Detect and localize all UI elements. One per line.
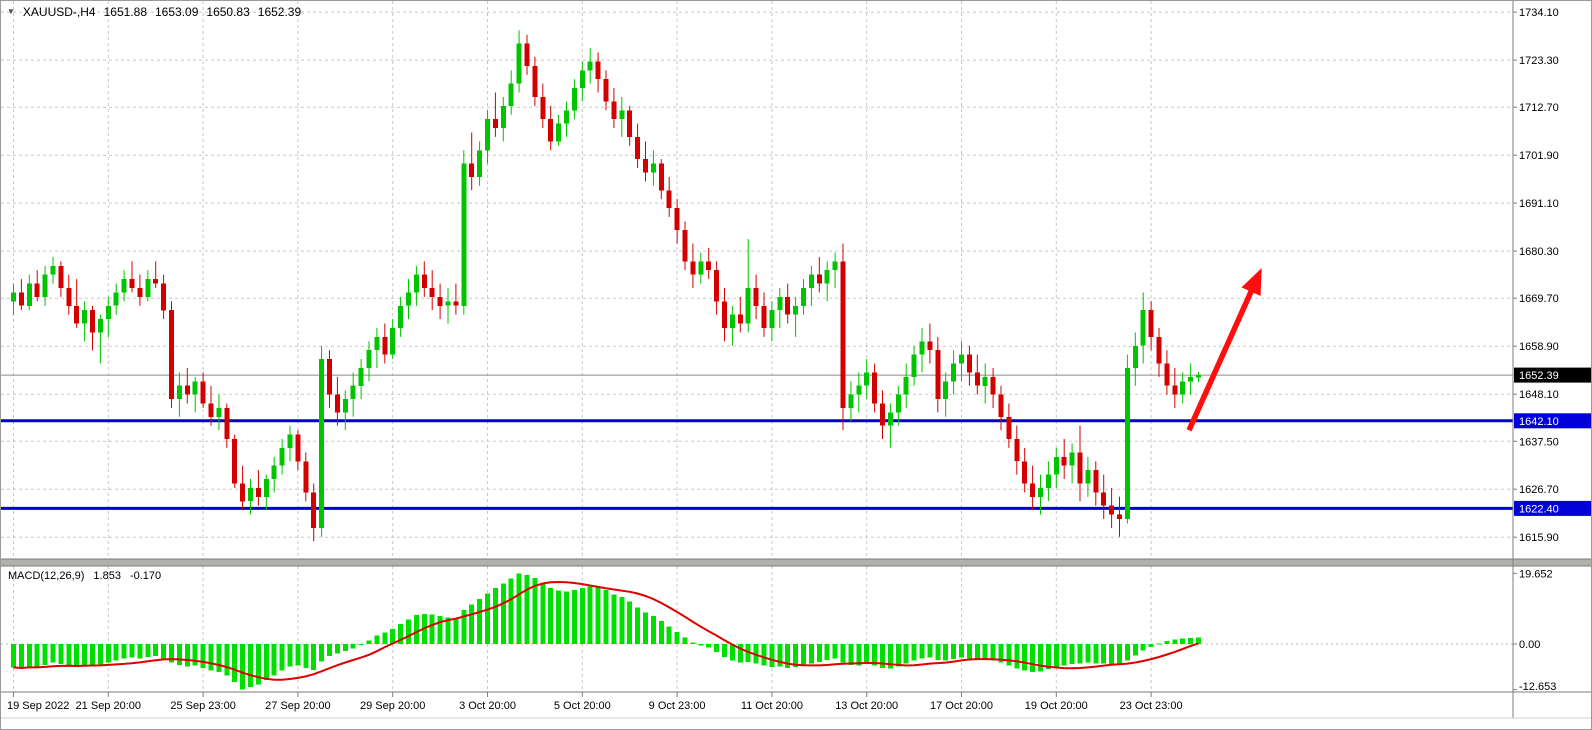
time-axis-label: 5 Oct 20:00 xyxy=(554,700,611,712)
price-axis-label: 1712.70 xyxy=(1519,102,1559,114)
macd-axis[interactable]: 19.652 0.00 -12.653 xyxy=(1513,568,1556,693)
time-axis[interactable]: 19 Sep 2022 21 Sep 20:00 25 Sep 23:00 27 Se… xyxy=(1,691,1592,719)
svg-text:1652.39: 1652.39 xyxy=(1519,370,1559,382)
macd-axis-label: 0.00 xyxy=(1519,639,1540,651)
time-axis-label: 19 Sep 2022 xyxy=(7,700,69,712)
macd-name: MACD(12,26,9) xyxy=(8,570,85,582)
price-axis-label: 1615.90 xyxy=(1519,532,1559,544)
price-axis[interactable]: 1734.10 1723.30 1712.70 1701.90 1691.10 1680.… xyxy=(1512,1,1559,718)
time-axis-label: 3 Oct 20:00 xyxy=(459,700,516,712)
svg-text:1622.40: 1622.40 xyxy=(1519,503,1559,515)
level-badge-1 xyxy=(1514,413,1591,429)
macd-indicator-label: MACD(12,26,9) 1.853 -0.170 xyxy=(8,570,161,582)
price-axis-label: 1701.90 xyxy=(1519,150,1559,162)
time-axis-label: 25 Sep 23:00 xyxy=(170,700,235,712)
time-axis-label: 23 Oct 23:00 xyxy=(1120,700,1183,712)
ohlc-open-value: 1651.88 xyxy=(103,5,147,19)
time-axis-label: 19 Oct 20:00 xyxy=(1025,700,1088,712)
price-axis-label: 1648.10 xyxy=(1519,389,1559,401)
time-axis-label: 9 Oct 23:00 xyxy=(649,700,706,712)
ohlc-high-value: 1653.09 xyxy=(155,5,199,19)
price-axis-label: 1626.70 xyxy=(1519,484,1559,496)
time-axis-label: 27 Sep 20:00 xyxy=(265,700,330,712)
trend-arrow-annotation[interactable] xyxy=(1186,268,1262,432)
time-axis-label: 17 Oct 20:00 xyxy=(930,700,993,712)
symbol-timeframe-label: XAUUSD-,H4 xyxy=(22,5,96,19)
chart-title: ▼ XAUUSD-,H4 1651.88 1653.09 1650.83 165… xyxy=(7,5,301,19)
price-axis-label: 1691.10 xyxy=(1519,198,1559,210)
macd-main-value: 1.853 xyxy=(93,570,121,582)
axis-badges: 1642.10 1622.40 1652.39 xyxy=(1514,367,1591,516)
ohlc-low-value: 1650.83 xyxy=(206,5,250,19)
macd-axis-label: 19.652 xyxy=(1519,568,1553,580)
level-badge-2 xyxy=(1514,500,1591,516)
time-axis-label: 13 Oct 20:00 xyxy=(835,700,898,712)
ohlc-close-value: 1652.39 xyxy=(257,5,302,19)
symbol-marker-icon: ▼ xyxy=(7,7,15,16)
price-axis-label: 1637.50 xyxy=(1519,436,1559,448)
price-axis-label: 1658.90 xyxy=(1519,341,1559,353)
price-axis-label: 1680.30 xyxy=(1519,246,1559,258)
macd-signal-value: -0.170 xyxy=(129,570,162,582)
price-axis-label: 1669.70 xyxy=(1519,293,1559,305)
price-axis-label: 1723.30 xyxy=(1519,55,1559,67)
current-price-badge xyxy=(1514,367,1591,383)
svg-text:1642.10: 1642.10 xyxy=(1519,416,1559,428)
macd-axis-label: -12.653 xyxy=(1519,681,1556,693)
macd-signal-line xyxy=(13,580,1199,681)
candles-group xyxy=(11,30,1201,542)
time-axis-label: 21 Sep 20:00 xyxy=(76,700,141,712)
time-axis-label: 29 Sep 20:00 xyxy=(360,700,425,712)
panel-separator[interactable] xyxy=(1,558,1592,567)
price-axis-label: 1734.10 xyxy=(1519,7,1559,19)
macd-histogram xyxy=(11,573,1201,690)
time-axis-label: 11 Oct 20:00 xyxy=(741,700,803,712)
